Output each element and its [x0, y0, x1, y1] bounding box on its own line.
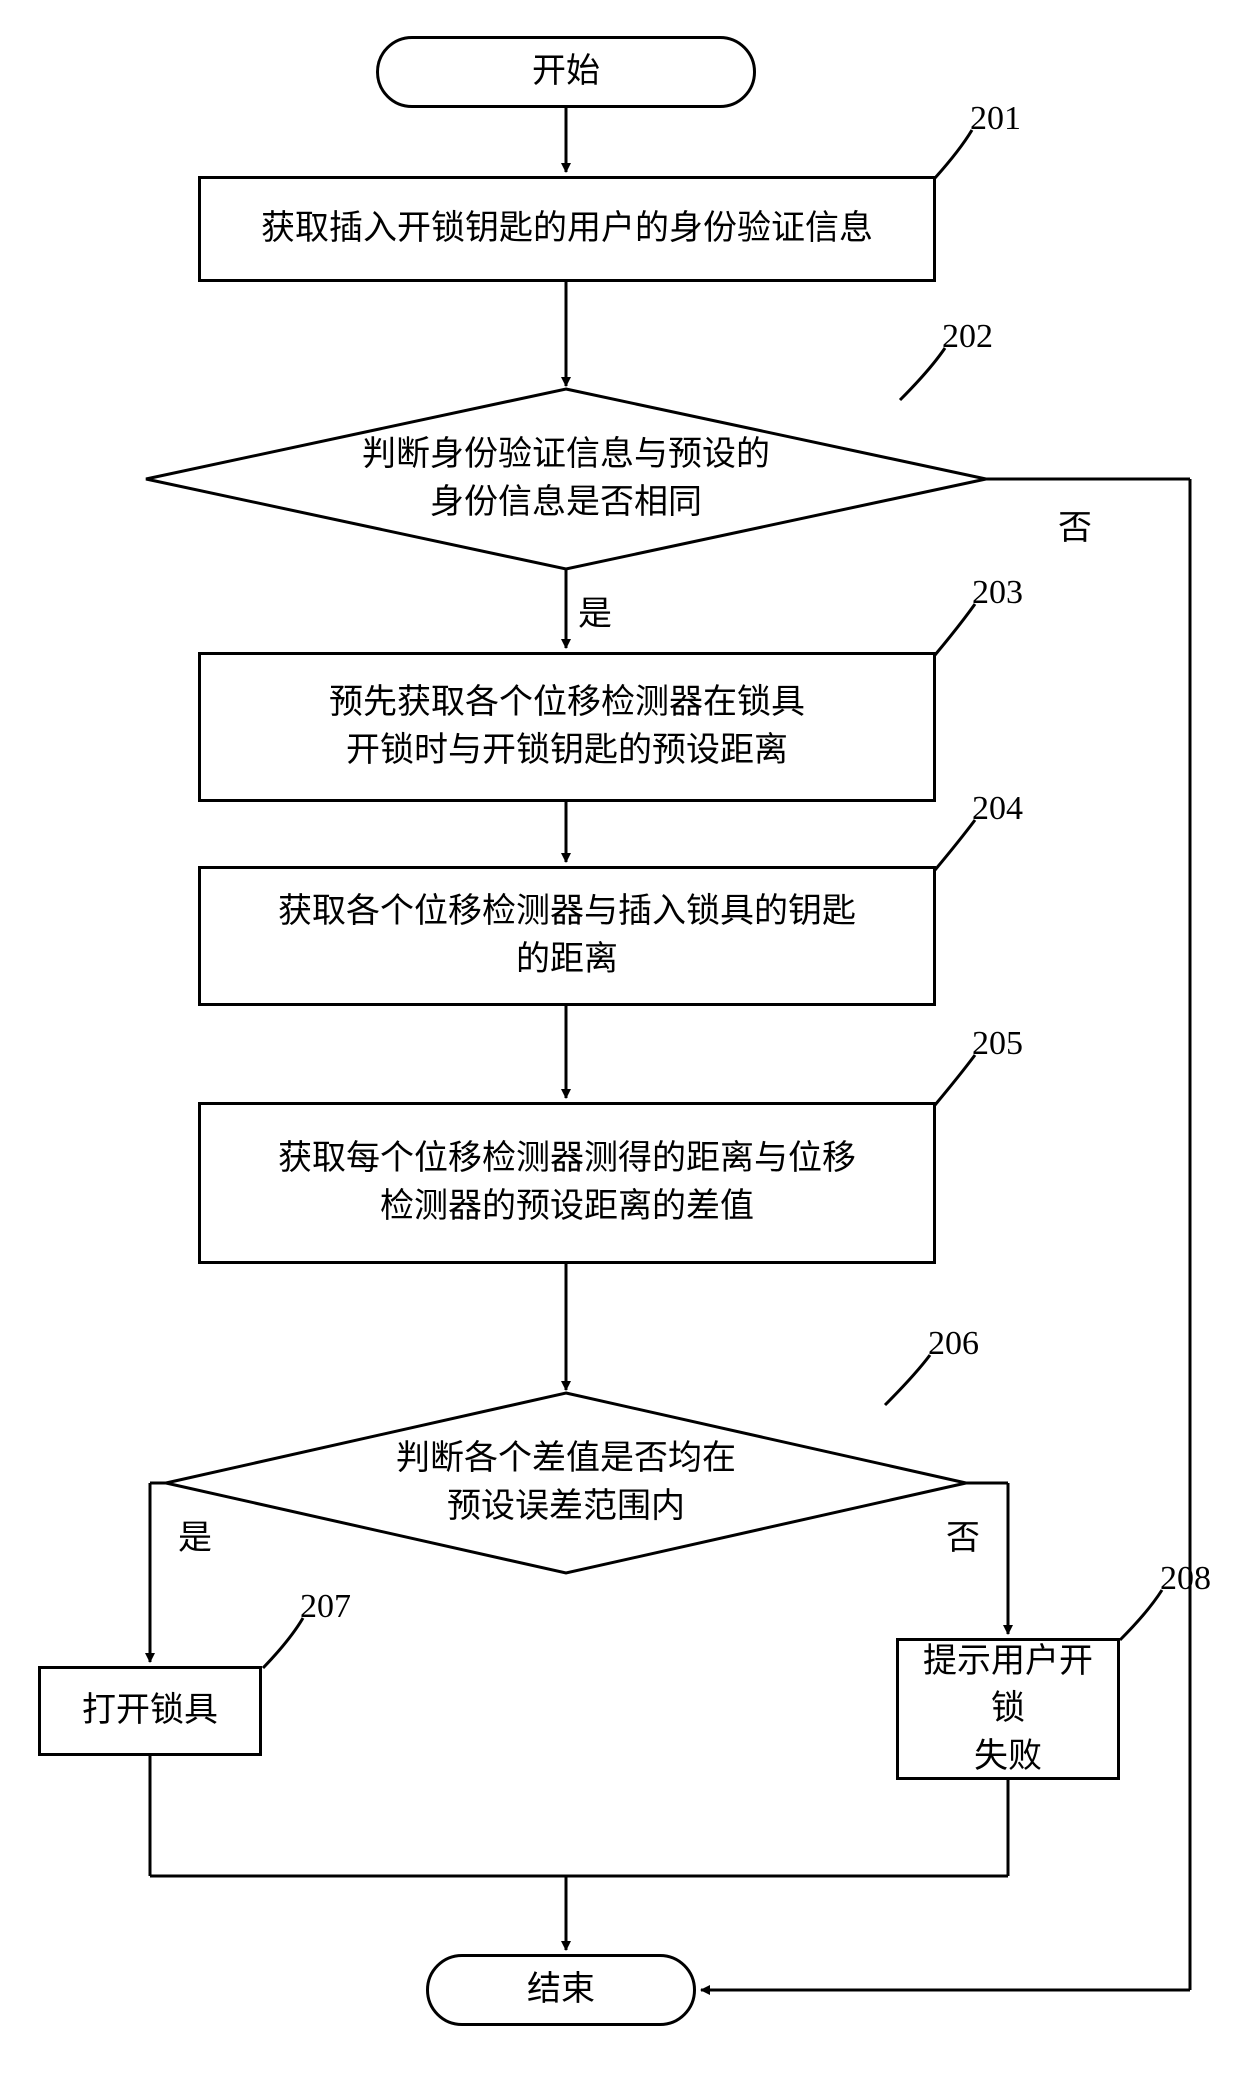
step-208-text: 提示用户开锁 失败: [919, 1638, 1097, 1781]
callout-201: 201: [970, 100, 1021, 138]
end-node: 结束: [426, 1954, 696, 2026]
edge-206-no: 否: [946, 1510, 980, 1559]
step-203: 预先获取各个位移检测器在锁具 开锁时与开锁钥匙的预设距离: [198, 652, 936, 802]
decision-206-text: 判断各个差值是否均在 预设误差范围内: [396, 1435, 736, 1530]
step-208: 提示用户开锁 失败: [896, 1638, 1120, 1780]
callout-204: 204: [972, 790, 1023, 828]
step-201-text: 获取插入开锁钥匙的用户的身份验证信息: [261, 205, 873, 253]
flowchart-container: 开始 获取插入开锁钥匙的用户的身份验证信息 201 判断身份验证信息与预设的 身…: [0, 0, 1240, 2089]
callout-205: 205: [972, 1025, 1023, 1063]
start-label: 开始: [532, 48, 600, 96]
callout-206: 206: [928, 1325, 979, 1363]
callout-208: 208: [1160, 1560, 1211, 1598]
end-label: 结束: [527, 1966, 595, 2014]
step-205: 获取每个位移检测器测得的距离与位移 检测器的预设距离的差值: [198, 1102, 936, 1264]
callout-207: 207: [300, 1588, 351, 1626]
step-207-text: 打开锁具: [82, 1687, 218, 1735]
decision-206: 判断各个差值是否均在 预设误差范围内: [166, 1393, 966, 1573]
edge-202-yes: 是: [578, 586, 612, 635]
step-201: 获取插入开锁钥匙的用户的身份验证信息: [198, 176, 936, 282]
step-207: 打开锁具: [38, 1666, 262, 1756]
edge-206-yes: 是: [178, 1510, 212, 1559]
step-204: 获取各个位移检测器与插入锁具的钥匙 的距离: [198, 866, 936, 1006]
edge-202-no: 否: [1058, 500, 1092, 549]
callout-202: 202: [942, 318, 993, 356]
decision-202-text: 判断身份验证信息与预设的 身份信息是否相同: [362, 431, 770, 526]
decision-202: 判断身份验证信息与预设的 身份信息是否相同: [146, 389, 986, 569]
step-204-text: 获取各个位移检测器与插入锁具的钥匙 的距离: [278, 888, 856, 983]
callout-203: 203: [972, 574, 1023, 612]
step-203-text: 预先获取各个位移检测器在锁具 开锁时与开锁钥匙的预设距离: [329, 679, 805, 774]
step-205-text: 获取每个位移检测器测得的距离与位移 检测器的预设距离的差值: [278, 1135, 856, 1230]
start-node: 开始: [376, 36, 756, 108]
